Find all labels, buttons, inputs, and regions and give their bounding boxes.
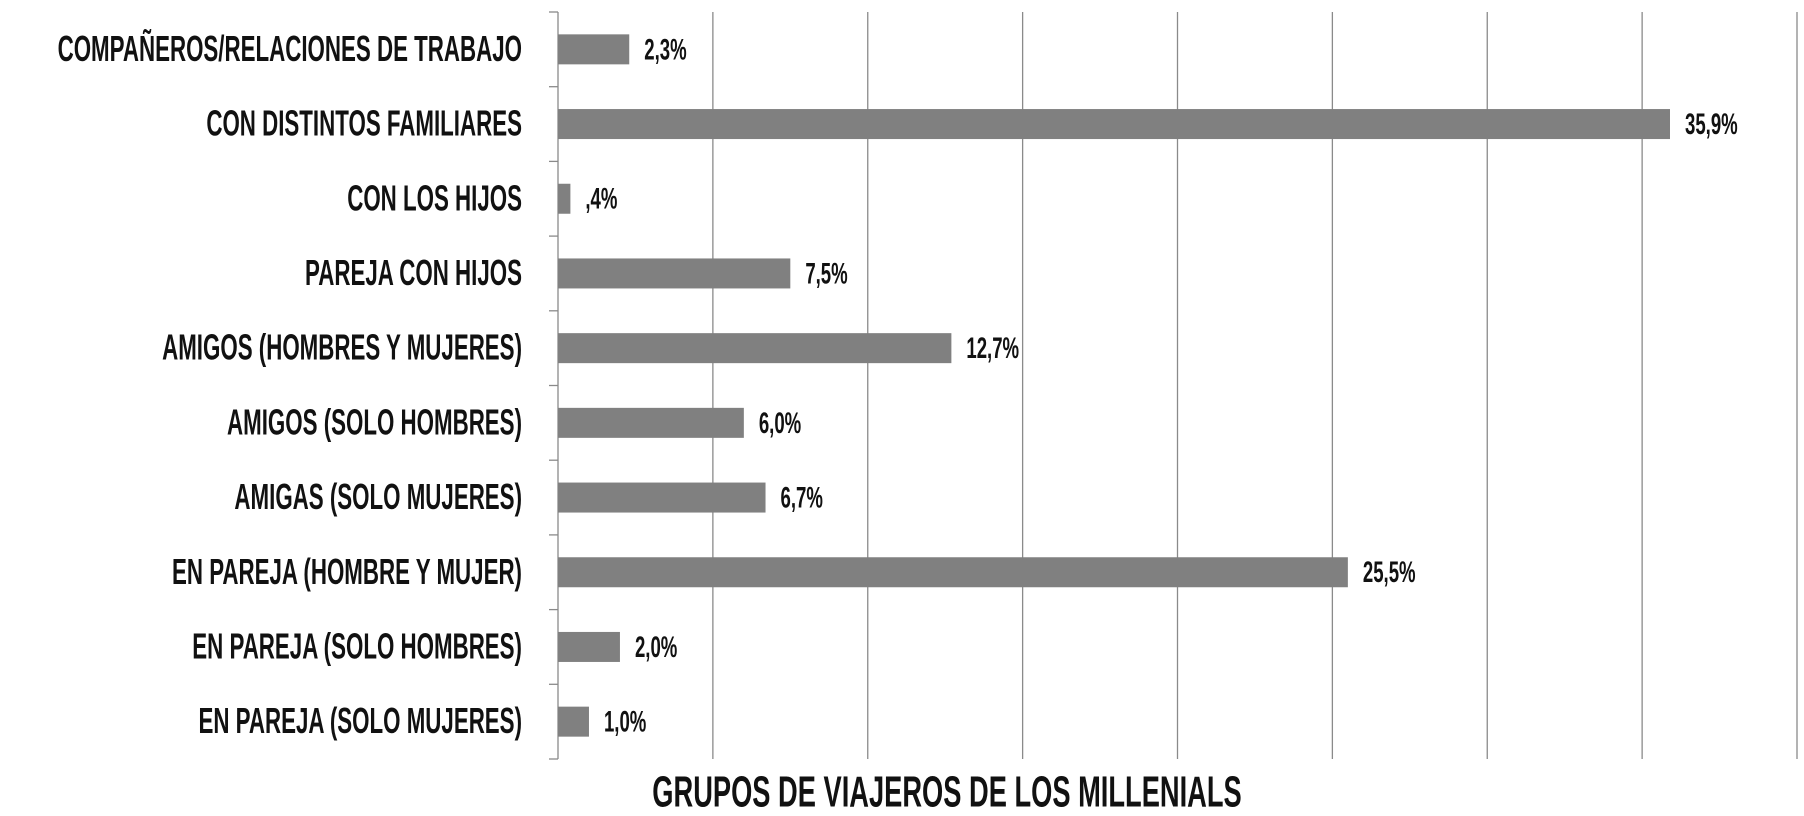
value-label: 6,0% <box>759 406 801 440</box>
y-tick-label: AMIGAS (SOLO MUJERES) <box>234 478 522 518</box>
value-label: 1,0% <box>604 705 646 739</box>
bar <box>558 407 744 438</box>
bar <box>558 258 791 289</box>
y-tick-label: EN PAREJA (HOMBRE Y MUJER) <box>172 553 522 593</box>
bar <box>558 557 1348 588</box>
value-label: 2,0% <box>635 630 677 664</box>
bar <box>558 333 952 364</box>
chart-title: GRUPOS DE VIAJEROS DE LOS MILLENIALS <box>652 767 1241 816</box>
bar <box>558 631 620 662</box>
bar <box>558 706 589 737</box>
value-label: ,4% <box>585 182 617 216</box>
y-tick-label: AMIGOS (SOLO HOMBRES) <box>227 403 522 443</box>
bar <box>558 34 630 65</box>
value-label: 35,9% <box>1685 108 1738 142</box>
value-label: 6,7% <box>781 481 823 515</box>
value-label: 7,5% <box>805 257 847 291</box>
y-tick-label: AMIGOS (HOMBRES Y MUJERES) <box>162 328 522 368</box>
y-tick-label: CON LOS HIJOS <box>347 179 522 219</box>
y-tick-label: EN PAREJA (SOLO HOMBRES) <box>192 627 522 667</box>
y-tick-label: COMPAÑEROS/RELACIONES DE TRABAJO <box>58 28 522 69</box>
value-label: 12,7% <box>966 332 1019 366</box>
bar <box>558 183 571 214</box>
value-label: 2,3% <box>644 33 686 67</box>
y-tick-label: PAREJA CON HIJOS <box>305 254 522 294</box>
bar <box>558 109 1671 140</box>
value-label: 25,5% <box>1363 556 1416 590</box>
y-tick-label: CON DISTINTOS FAMILIARES <box>206 104 522 144</box>
bar <box>558 482 766 513</box>
y-tick-label: EN PAREJA (SOLO MUJERES) <box>198 702 522 742</box>
